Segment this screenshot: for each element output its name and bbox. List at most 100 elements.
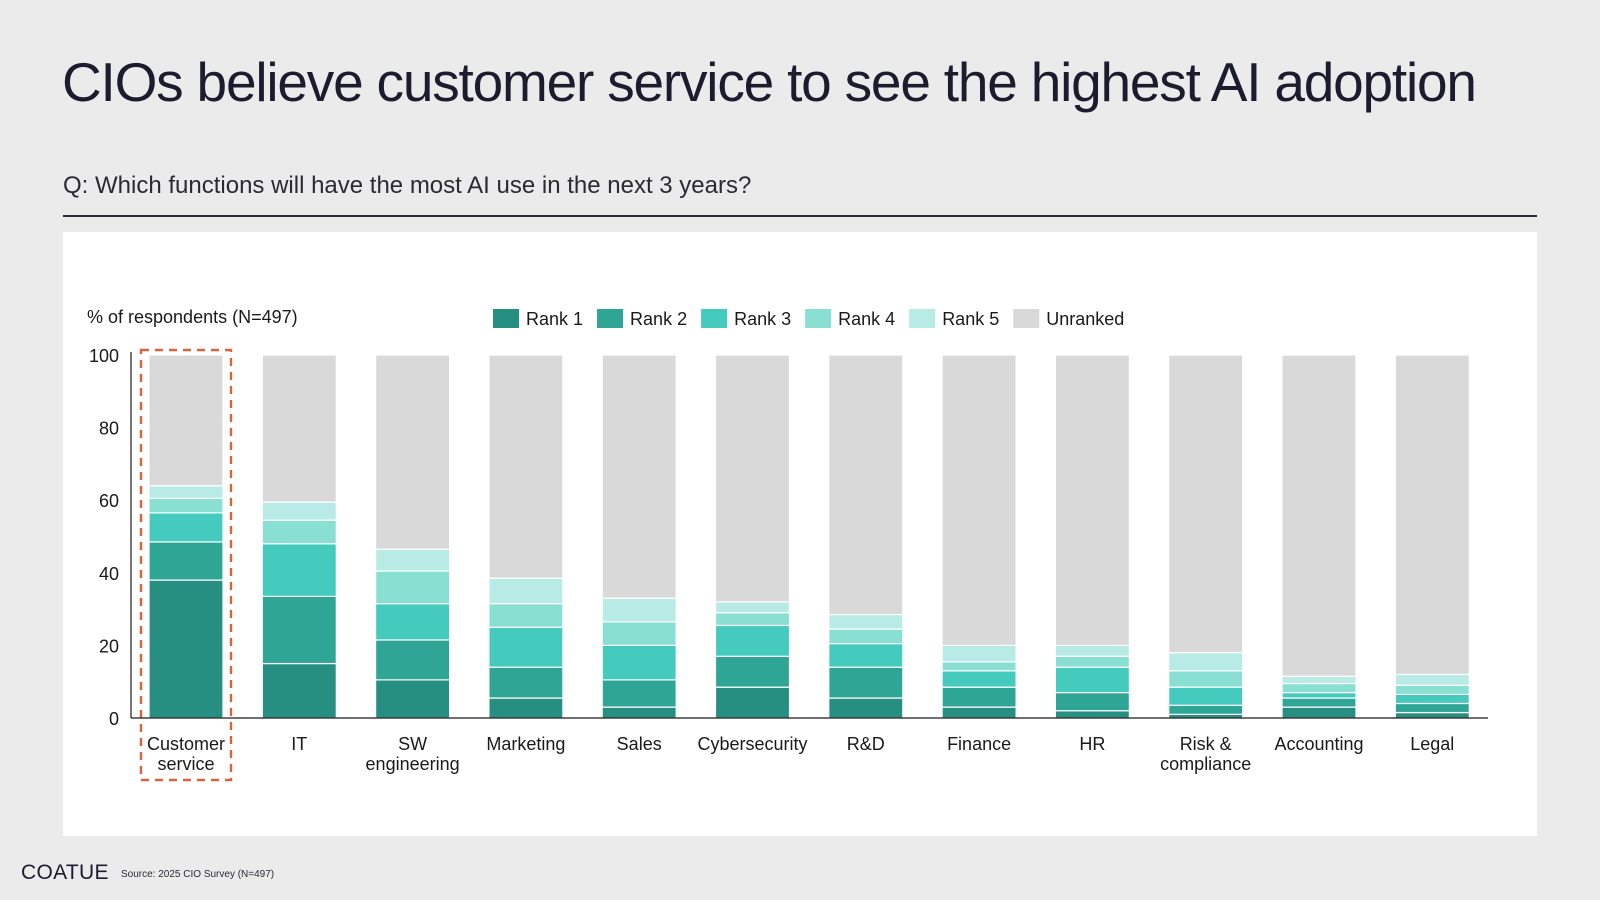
x-tick-label: compliance bbox=[1160, 754, 1251, 774]
x-tick-label: IT bbox=[291, 734, 307, 754]
source-note: Source: 2025 CIO Survey (N=497) bbox=[121, 869, 275, 880]
y-tick-label: 60 bbox=[99, 491, 119, 511]
bar-segment bbox=[1281, 675, 1357, 685]
legend-label: Rank 1 bbox=[526, 309, 583, 329]
x-tick-label: Marketing bbox=[486, 734, 565, 754]
bar-segment bbox=[261, 595, 337, 665]
legend-swatch-2 bbox=[597, 309, 624, 328]
bar-segment bbox=[1394, 673, 1470, 686]
x-tick-label: Sales bbox=[617, 734, 662, 754]
bar-segment bbox=[261, 543, 337, 597]
bar-segment bbox=[601, 706, 677, 719]
survey-question: Q: Which functions will have the most AI… bbox=[63, 172, 752, 199]
legend-swatch-3 bbox=[701, 309, 728, 328]
bar-segment bbox=[1394, 711, 1470, 719]
x-tick-label: Cybersecurity bbox=[697, 734, 807, 754]
bar-segment bbox=[941, 670, 1017, 688]
bar-segment bbox=[488, 697, 564, 719]
bar-segment bbox=[148, 497, 224, 514]
x-tick-label: Risk & bbox=[1180, 734, 1232, 754]
x-tick-label: SW bbox=[398, 734, 427, 754]
bar-segment bbox=[828, 613, 904, 630]
x-tick-label: service bbox=[157, 754, 214, 774]
bar-segment bbox=[375, 354, 451, 550]
bar-segment bbox=[1054, 691, 1131, 712]
bar-segment bbox=[261, 354, 337, 503]
bar-segment bbox=[148, 512, 224, 543]
bar-segment bbox=[1394, 354, 1470, 676]
legend-label: Unranked bbox=[1046, 309, 1124, 329]
bar-segment bbox=[601, 679, 677, 708]
bar-segment bbox=[1054, 644, 1131, 657]
legend-swatch-5 bbox=[909, 309, 936, 328]
bar-segment bbox=[714, 686, 791, 719]
x-tick-label: Finance bbox=[947, 734, 1011, 754]
bar-segment bbox=[1054, 354, 1131, 646]
bar-segment bbox=[828, 666, 904, 699]
y-tick-label: 20 bbox=[99, 636, 119, 656]
bar-segment bbox=[714, 601, 791, 614]
bar-segment bbox=[941, 354, 1017, 646]
bar-segment bbox=[1281, 691, 1357, 699]
bar-segment bbox=[1394, 684, 1470, 696]
bar-segment bbox=[1394, 702, 1470, 714]
bar-segment bbox=[601, 597, 677, 623]
bar-segment bbox=[941, 706, 1017, 719]
highlight-box bbox=[139, 348, 233, 782]
bar-segment bbox=[714, 655, 791, 688]
bar-segment bbox=[1281, 354, 1357, 677]
x-tick-label: Accounting bbox=[1274, 734, 1363, 754]
y-tick-label: 40 bbox=[99, 564, 119, 584]
bar-segment bbox=[375, 603, 451, 641]
bar-segment bbox=[828, 697, 904, 719]
bar-segment bbox=[1168, 670, 1244, 688]
bar-segment bbox=[488, 603, 564, 628]
legend-swatch-1 bbox=[493, 309, 519, 328]
bar-segment bbox=[375, 639, 451, 681]
y-tick-label: 0 bbox=[109, 709, 119, 729]
bar-segment bbox=[375, 570, 451, 605]
bar-segment bbox=[148, 579, 224, 719]
legend-label: Rank 4 bbox=[838, 309, 895, 329]
bar-segment bbox=[1168, 652, 1244, 672]
x-tick-label: engineering bbox=[366, 754, 460, 774]
y-tick-label: 80 bbox=[99, 419, 119, 439]
x-tick-label: R&D bbox=[847, 734, 885, 754]
legend-swatch-4 bbox=[805, 309, 832, 328]
bar-segment bbox=[1281, 706, 1357, 719]
bar-segment bbox=[1054, 655, 1131, 668]
bar-segment bbox=[1168, 704, 1244, 715]
bar-segment bbox=[714, 612, 791, 627]
bar-segment bbox=[261, 662, 337, 719]
bar-segment bbox=[1168, 686, 1244, 706]
legend-label: Rank 3 bbox=[734, 309, 791, 329]
bar-segment bbox=[601, 621, 677, 646]
bar-segment bbox=[148, 354, 224, 487]
y-tick-label: 100 bbox=[89, 346, 119, 366]
title-divider bbox=[63, 215, 1537, 217]
bar-segment bbox=[1054, 710, 1131, 719]
bar-segment bbox=[261, 501, 337, 521]
x-tick-label: Legal bbox=[1410, 734, 1454, 754]
bar-segment bbox=[148, 485, 224, 499]
bar-segment bbox=[488, 626, 564, 668]
bar-segment bbox=[488, 354, 564, 579]
bar-segment bbox=[261, 519, 337, 545]
bar-segment bbox=[828, 642, 904, 668]
bar-segment bbox=[375, 679, 451, 719]
coatue-logo: COATUE bbox=[21, 861, 109, 884]
x-tick-label: Customer bbox=[147, 734, 225, 754]
legend-label: Rank 5 bbox=[942, 309, 999, 329]
bar-segment bbox=[1281, 697, 1357, 708]
bar-segment bbox=[1394, 693, 1470, 705]
page-title: CIOs believe customer service to see the… bbox=[62, 51, 1477, 113]
bar-segment bbox=[828, 628, 904, 645]
bar-segment bbox=[714, 354, 791, 603]
bar-segment bbox=[714, 624, 791, 657]
stacked-bar-chart: % of respondents (N=497) Rank 1 Rank 2 Rank… bbox=[87, 307, 1488, 782]
chart-panel: % of respondents (N=497) Rank 1 Rank 2 Rank… bbox=[63, 232, 1537, 836]
bar-segment bbox=[488, 666, 564, 699]
bar-segment bbox=[1168, 354, 1244, 654]
bar-segment bbox=[941, 686, 1017, 708]
bar-segment bbox=[941, 644, 1017, 663]
